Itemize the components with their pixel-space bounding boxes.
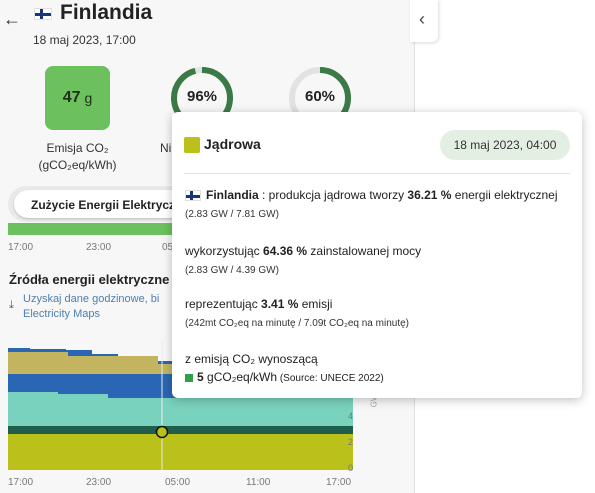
mini-tick: 17:00	[8, 242, 34, 253]
datetime-label: 18 maj 2023, 17:00	[33, 33, 136, 47]
intensity-label: z emisją CO₂ wynoszącą	[185, 352, 318, 366]
intensity-color-swatch	[185, 374, 193, 382]
co2-label: Emisja CO₂ (gCO₂eq/kWh)	[38, 141, 117, 172]
mini-timeline-bar	[8, 223, 175, 235]
capacity-detail: (2.83 GW / 4.39 GW)	[185, 265, 279, 276]
chart-y-tick: 2	[348, 437, 354, 447]
mini-tick: 23:00	[86, 242, 112, 253]
hover-marker	[155, 425, 169, 439]
biomass-area	[8, 426, 353, 436]
chart-x-tick: 11:00	[246, 477, 271, 488]
intensity-line: 5 gCO₂eq/kWh (Source: UNECE 2022)	[197, 370, 384, 384]
wind-area	[8, 392, 353, 426]
toggle-consumption-option[interactable]: Zużycie Energii Elektryczn	[14, 190, 194, 218]
collapse-panel-button[interactable]: ‹	[410, 0, 438, 42]
chart-x-tick: 23:00	[86, 477, 112, 488]
nuclear-area	[8, 434, 353, 470]
tooltip-source-title: Jądrowa	[204, 136, 261, 152]
finland-flag-icon	[185, 190, 201, 201]
chart-x-tick: 17:00	[326, 477, 352, 488]
mini-tick: 05:	[162, 242, 176, 253]
low-carbon-percent: 96%	[186, 88, 218, 105]
production-line: Finlandia : produkcja jądrowa tworzy 36.…	[206, 188, 558, 202]
production-detail: (2.83 GW / 7.81 GW)	[185, 209, 279, 220]
chart-x-tick: 17:00	[8, 477, 34, 488]
download-icon[interactable]: ⤓	[9, 299, 14, 311]
arrow-left-icon[interactable]: ←	[3, 9, 21, 29]
co2-unit: g	[84, 90, 93, 106]
sources-section-title: Źródła energii elektryczne	[9, 272, 170, 287]
emission-line: reprezentując 3.41 % emisji	[185, 297, 333, 311]
co2-value: 47	[62, 89, 81, 106]
chart-x-tick: 05:00	[165, 477, 191, 488]
emission-detail: (242mt CO₂eq na minutę / 7.09t CO₂eq na …	[185, 318, 409, 329]
finland-flag-icon	[34, 8, 52, 20]
chart-y-tick: 0	[348, 463, 354, 473]
chart-y-tick: 4	[348, 411, 354, 421]
capacity-line: wykorzystując 64.36 % zainstalowanej moc…	[185, 244, 422, 258]
hourly-data-link[interactable]: Uzyskaj dane godzinowe, bi Electricity M…	[23, 293, 160, 320]
nuclear-color-swatch	[184, 137, 200, 153]
renewable-percent: 60%	[304, 88, 336, 105]
co2-intensity-badge: 47 g	[45, 66, 110, 130]
country-title: Finlandia	[60, 1, 153, 24]
chevron-left-icon: ‹	[419, 9, 425, 29]
tooltip-date-badge: 18 maj 2023, 04:00	[440, 130, 570, 160]
low-carbon-label: Ni	[160, 141, 172, 155]
source-tooltip: Jądrowa 18 maj 2023, 04:00 Finlandia : p…	[172, 112, 582, 398]
tooltip-divider	[184, 173, 570, 174]
